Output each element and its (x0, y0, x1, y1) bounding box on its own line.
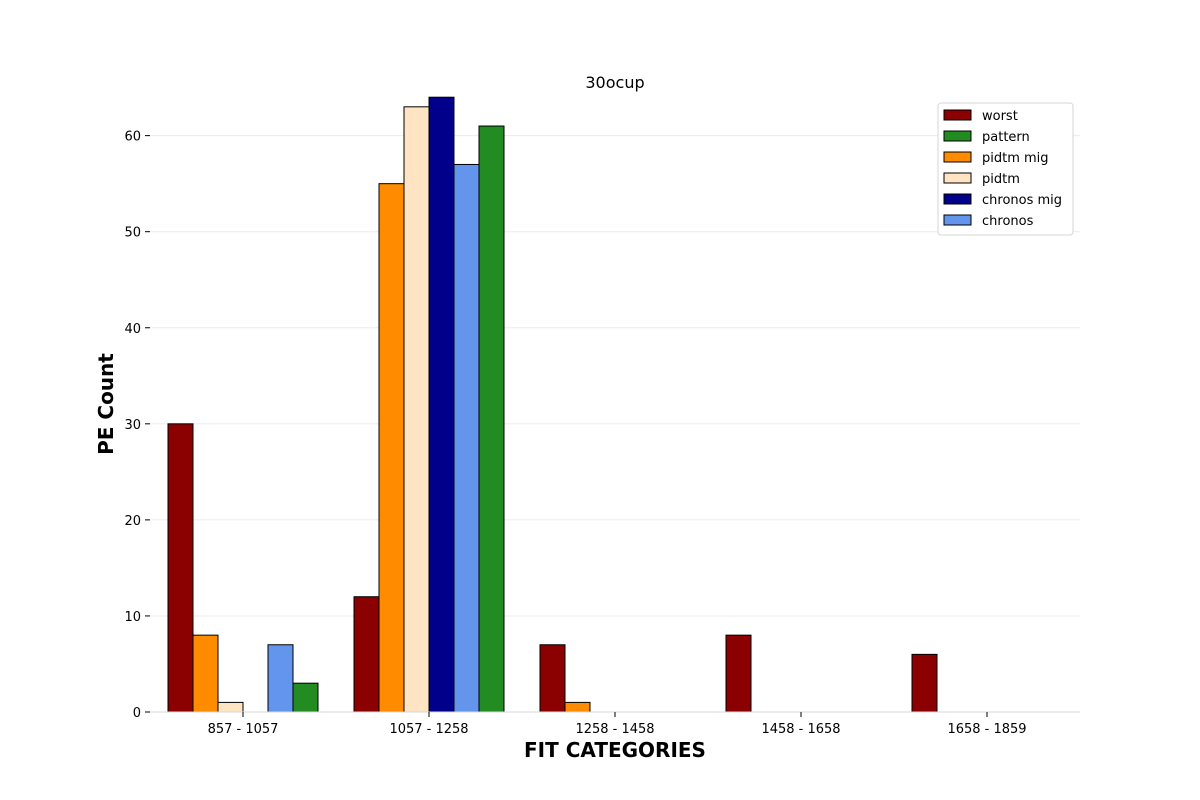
legend-swatch-chronos-mig (943, 193, 972, 205)
bar-pidtm-mig-2 (564, 701, 591, 713)
bar-worst-1 (353, 596, 380, 713)
x-tick-label: 1258 - 1458 (575, 722, 654, 737)
legend-box (937, 102, 1074, 236)
y-tick-label: 40 (124, 322, 141, 337)
x-axis-title: FIT CATEGORIES (524, 738, 706, 762)
grid-lines (150, 135, 1080, 713)
y-axis-title: PE Count (94, 353, 118, 455)
chart-title: 30ocup (585, 73, 644, 92)
x-tick-label: 1658 - 1859 (947, 722, 1026, 737)
bar-pidtm-0 (217, 701, 244, 713)
y-tick-label: 0 (133, 706, 141, 721)
bar-chronos-mig-1 (428, 96, 455, 713)
x-tick-label: 1458 - 1658 (761, 722, 840, 737)
bar-pattern-0 (292, 682, 319, 713)
legend-swatch-pidtm-mig (943, 151, 972, 163)
legend-swatch-pattern (943, 130, 972, 142)
legend: worst pattern pidtm mig pidtm chronos mig chr… (937, 102, 1074, 236)
bar-pidtm-mig-1 (378, 183, 405, 713)
y-tick-label: 60 (124, 130, 141, 145)
legend-label-pidtm-mig: pidtm mig (982, 151, 1049, 166)
legend-swatch-pidtm (943, 172, 972, 184)
y-tick-label: 30 (124, 418, 141, 433)
bar-worst-0 (167, 423, 194, 713)
legend-label-worst: worst (982, 109, 1018, 124)
bar-worst-3 (725, 634, 752, 713)
bars (167, 96, 938, 713)
legend-swatch-chronos (943, 214, 972, 226)
axes: 0 10 20 30 40 50 60 857 - 1057 1057 - 1258 1258 -… (124, 130, 1080, 737)
legend-label-chronos-mig: chronos mig (982, 193, 1062, 208)
bar-chronos-0 (267, 644, 294, 713)
bar-chronos-1 (453, 163, 480, 713)
bar-pidtm-mig-0 (192, 634, 219, 713)
legend-label-pidtm: pidtm (982, 172, 1020, 187)
y-tick-label: 20 (124, 514, 141, 529)
y-tick-label: 10 (124, 610, 141, 625)
legend-swatch-worst (943, 109, 972, 121)
bar-worst-4 (911, 653, 938, 713)
legend-label-chronos: chronos (982, 214, 1034, 229)
legend-label-pattern: pattern (982, 130, 1030, 145)
bar-pidtm-1 (403, 106, 430, 713)
bar-pattern-1 (478, 125, 505, 713)
x-tick-label: 857 - 1057 (208, 722, 279, 737)
y-tick-label: 50 (124, 226, 141, 241)
x-tick-label: 1057 - 1258 (389, 722, 468, 737)
bar-worst-2 (539, 644, 566, 713)
